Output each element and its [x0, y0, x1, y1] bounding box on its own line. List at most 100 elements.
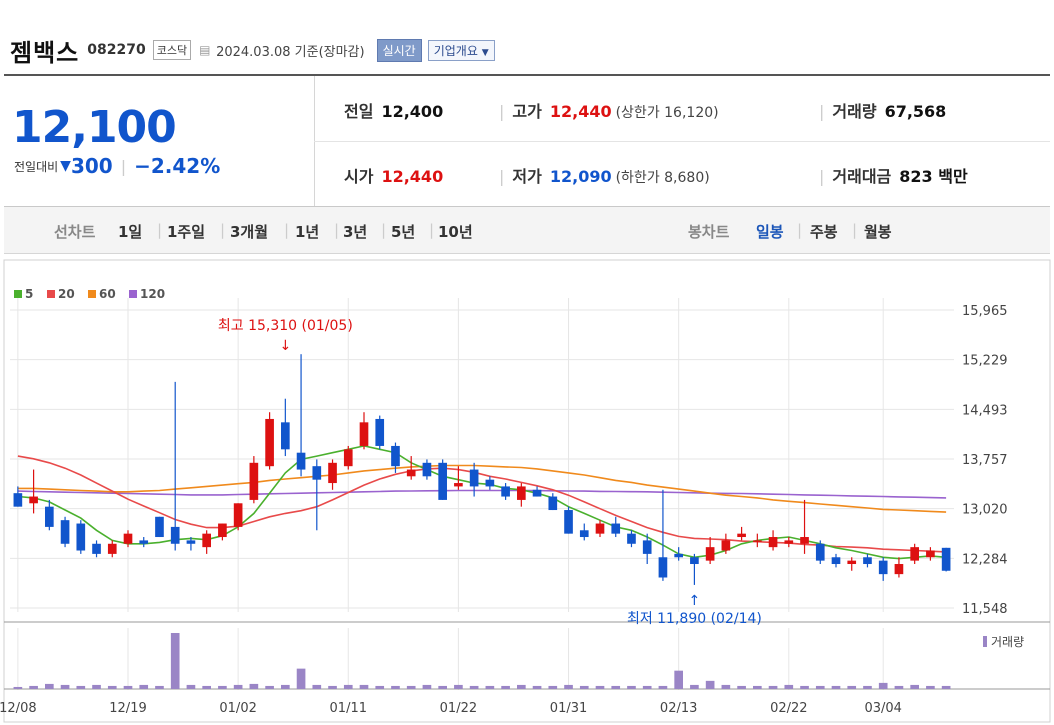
divider: |	[334, 221, 340, 239]
volume-bar	[155, 685, 164, 689]
high-price: | 고가 12,440 (상한가 16,120)	[499, 98, 719, 122]
y-tick-label: 12,284	[962, 552, 1008, 567]
divider: |	[120, 156, 127, 176]
change-label: 전일대비	[14, 159, 59, 174]
company-overview-dropdown[interactable]: 기업개요 ▼	[427, 39, 495, 61]
volume-bar	[894, 685, 904, 689]
candle-body	[784, 540, 794, 544]
volume-bar	[548, 685, 558, 689]
candle-body	[469, 469, 479, 487]
legend-label: 120	[140, 287, 165, 301]
candle-body	[517, 486, 526, 500]
volume-bar	[658, 685, 668, 689]
candle-body	[454, 483, 463, 487]
y-tick-label: 14,493	[962, 403, 1008, 418]
candle-body	[202, 533, 211, 548]
period-3m[interactable]: 3개월	[230, 223, 269, 241]
low-label: 저가	[512, 167, 542, 186]
candle-body	[532, 489, 542, 497]
open-label: 시가	[344, 167, 374, 186]
volume-bar	[13, 686, 23, 689]
divider: |	[381, 221, 387, 239]
period-1y[interactable]: 1년	[295, 223, 320, 241]
volume-bar	[831, 685, 841, 689]
volume-bar	[941, 685, 951, 689]
stock-name: 젬백스	[10, 38, 80, 67]
candle-body	[878, 560, 888, 575]
legend-swatch	[88, 290, 96, 298]
company-overview-label: 기업개요	[433, 43, 478, 58]
change-amount: 300	[70, 154, 113, 178]
volume-bar	[249, 683, 259, 689]
line-chart-label: 선차트	[54, 223, 96, 241]
x-tick-label: 01/31	[550, 701, 587, 716]
candle-body	[564, 510, 573, 534]
volume-bar	[76, 685, 86, 689]
volume-bar	[265, 685, 274, 689]
x-tick-label: 12/08	[0, 701, 37, 716]
stock-header: 젬백스 082270 코스닥 ▤ 2024.03.08 기준(장마감) 실시간 …	[10, 30, 495, 70]
y-tick-label: 13,020	[962, 503, 1008, 518]
candle-body	[627, 533, 636, 544]
candle-body	[92, 543, 101, 554]
period-1w[interactable]: 1주일	[167, 223, 206, 241]
volume-bar	[674, 670, 683, 689]
volume-bar	[359, 684, 369, 689]
legend-swatch	[47, 290, 55, 298]
divider: |	[157, 221, 163, 239]
volume-bar	[800, 685, 809, 689]
candle-body	[13, 493, 23, 507]
candle-body	[170, 526, 180, 544]
volume-bar	[595, 685, 605, 689]
down-triangle-icon: ▼	[60, 158, 71, 174]
divider: |	[852, 221, 858, 239]
x-tick-label: 01/22	[440, 701, 477, 716]
prev-close: 전일 12,400	[344, 98, 443, 122]
candle-body	[941, 547, 951, 571]
high-value: 12,440	[549, 102, 612, 121]
volume-bar	[847, 685, 857, 689]
period-3y[interactable]: 3년	[343, 223, 368, 241]
chart-frame	[3, 259, 1051, 723]
realtime-button[interactable]: 실시간	[376, 38, 422, 62]
candle-body	[218, 523, 227, 538]
period-10y[interactable]: 10년	[438, 223, 473, 241]
candle-weekly[interactable]: 주봉	[810, 223, 838, 241]
divider: |	[819, 167, 825, 186]
candle-body	[107, 543, 117, 554]
volume-bar	[170, 633, 180, 689]
low-value: 12,090	[549, 167, 612, 186]
low-price: | 저가 12,090 (하한가 8,680)	[499, 163, 710, 187]
period-5y[interactable]: 5년	[391, 223, 416, 241]
candle-body	[296, 452, 306, 470]
candle-body	[753, 540, 762, 542]
legend-label: 60	[99, 287, 116, 301]
x-tick-label: 03/04	[864, 701, 901, 716]
divider: |	[819, 102, 825, 121]
x-tick-label: 02/13	[660, 701, 697, 716]
legend-swatch	[14, 290, 22, 298]
y-tick-label: 15,965	[962, 304, 1008, 319]
volume-bar	[485, 685, 495, 689]
candle-body	[611, 523, 621, 534]
volume-label: 거래량	[991, 635, 1024, 649]
volume-label: 거래량	[832, 102, 877, 121]
candle-monthly[interactable]: 월봉	[864, 223, 892, 241]
x-tick-label: 01/11	[330, 701, 367, 716]
x-tick-label: 02/22	[770, 701, 807, 716]
candle-body	[422, 462, 432, 477]
quote-row-1: 전일 12,400 | 고가 12,440 (상한가 16,120) | 거래량 67,56…	[314, 76, 1050, 142]
volume-bar	[343, 684, 353, 689]
max-arrow-icon: ↓	[279, 338, 291, 354]
volume-bar	[202, 685, 211, 689]
volume-bar	[705, 680, 715, 689]
candle-body	[485, 479, 495, 487]
open-value: 12,440	[381, 167, 444, 186]
period-1d[interactable]: 1일	[118, 223, 143, 241]
legend-label: 20	[58, 287, 75, 301]
candle-daily[interactable]: 일봉	[756, 223, 784, 241]
divider: |	[429, 221, 435, 239]
ma60-line	[17, 464, 947, 513]
candle-body	[155, 516, 164, 538]
